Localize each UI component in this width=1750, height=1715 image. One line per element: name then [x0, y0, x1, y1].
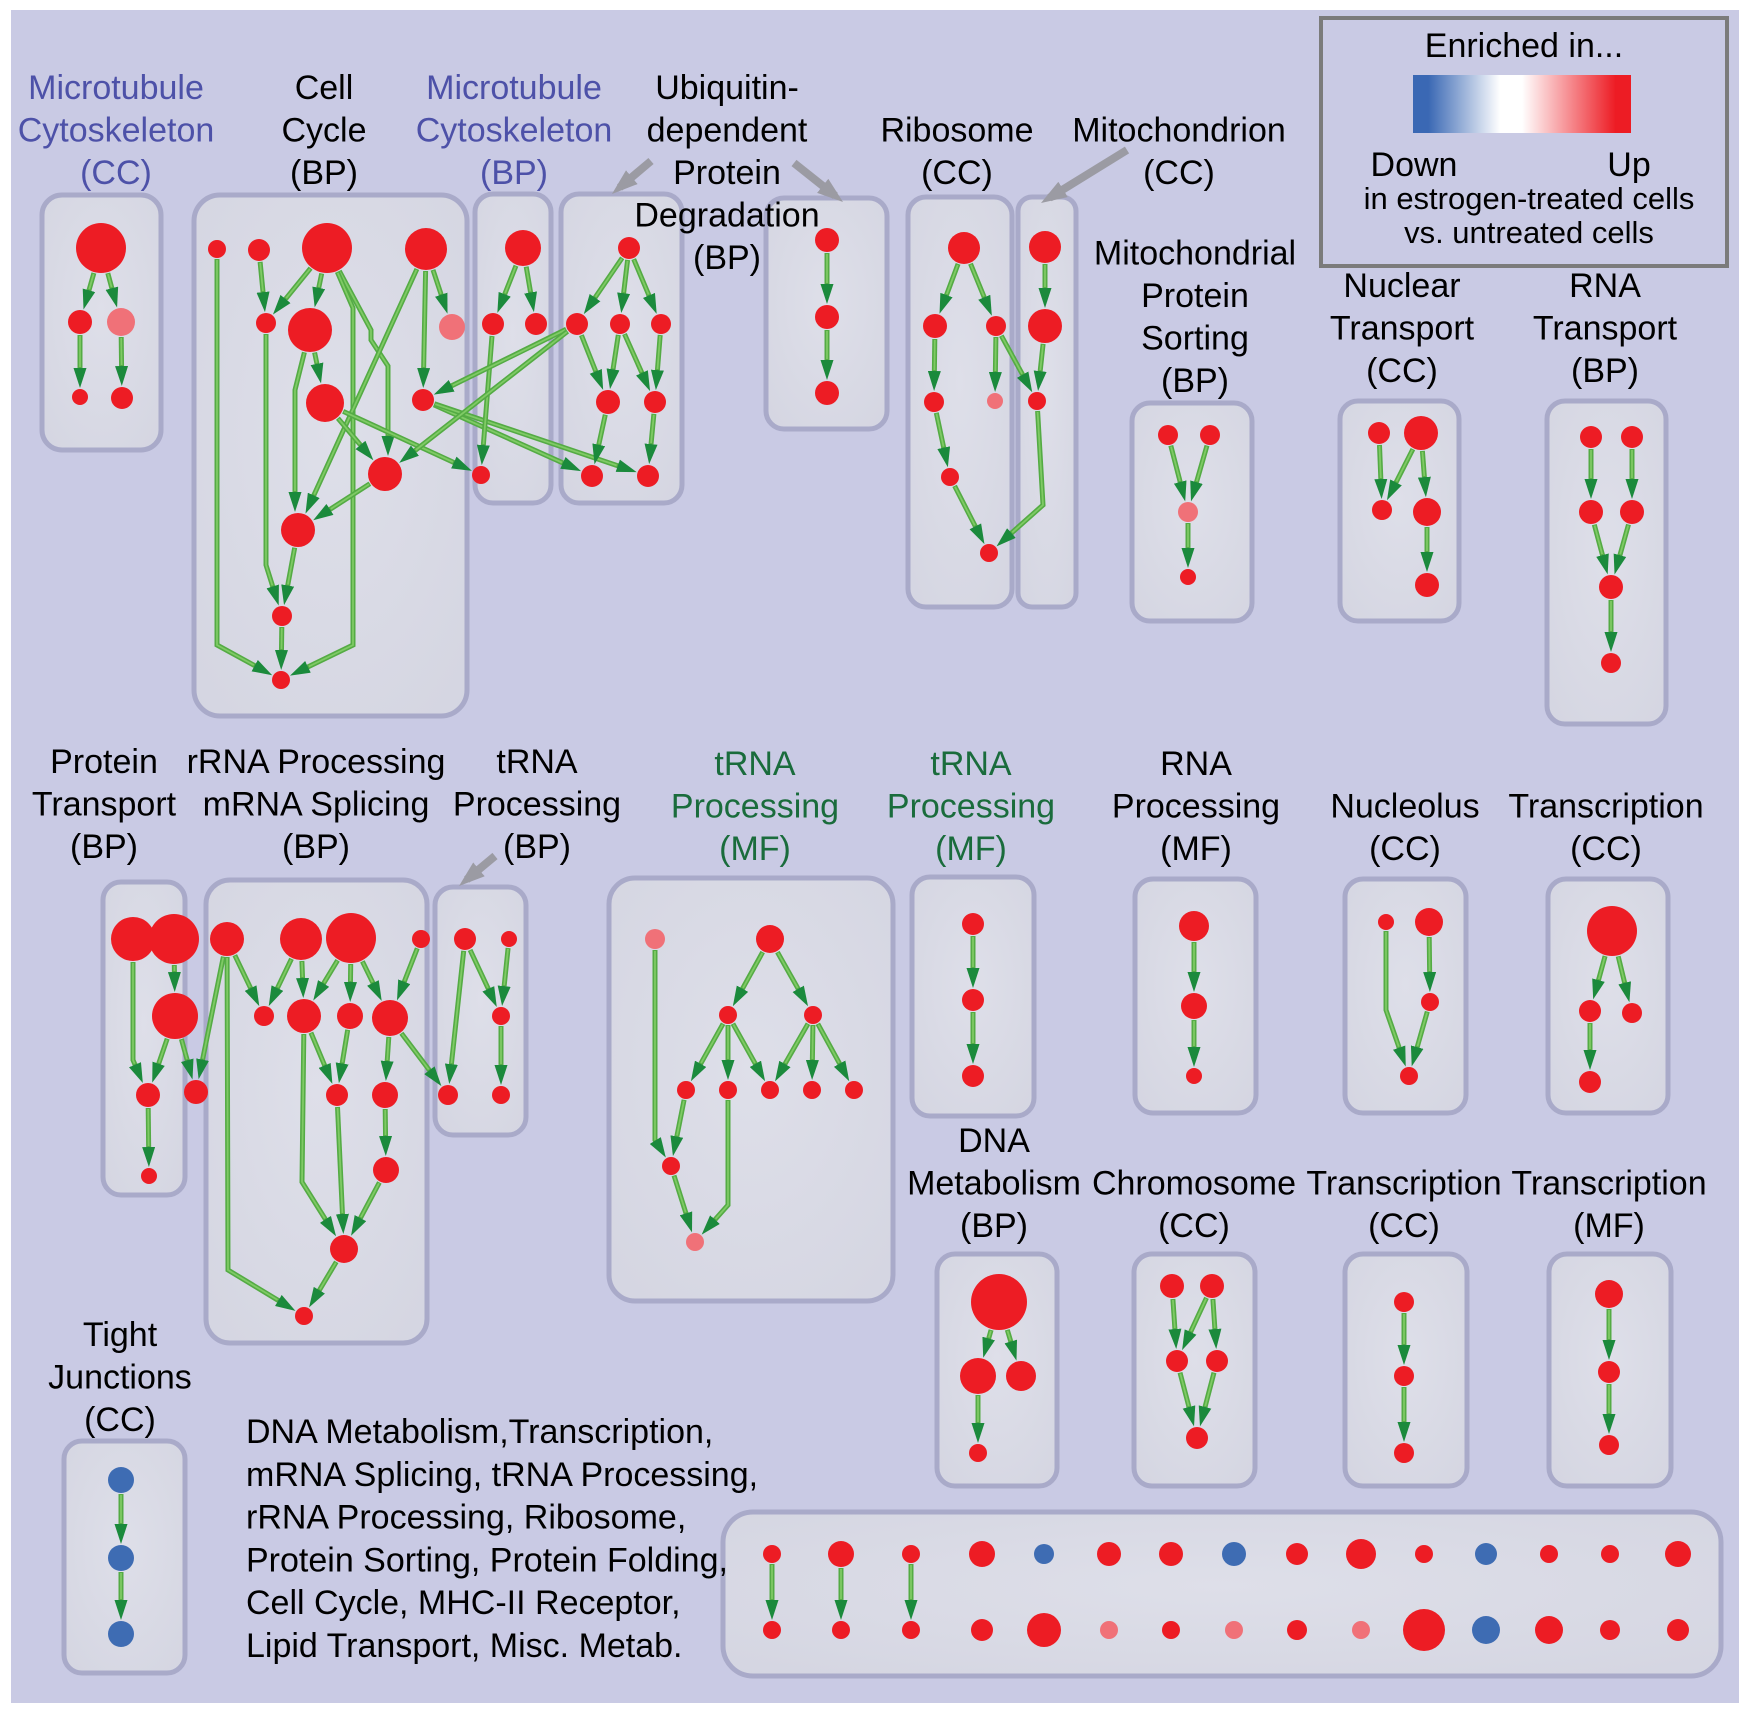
svg-text:RNA: RNA	[1160, 745, 1232, 783]
svg-text:Microtubule: Microtubule	[426, 69, 602, 107]
svg-text:Cell: Cell	[295, 69, 354, 107]
svg-text:(BP): (BP)	[70, 828, 138, 866]
svg-text:DNA Metabolism,Transcription,: DNA Metabolism,Transcription,	[246, 1413, 713, 1451]
svg-text:Transport: Transport	[1533, 310, 1678, 348]
svg-text:Nucleolus: Nucleolus	[1330, 788, 1479, 826]
svg-text:(CC): (CC)	[80, 154, 152, 192]
svg-text:Metabolism: Metabolism	[907, 1165, 1081, 1203]
svg-text:Lipid Transport, Misc. Metab.: Lipid Transport, Misc. Metab.	[246, 1627, 683, 1665]
svg-text:(BP): (BP)	[960, 1207, 1028, 1245]
svg-text:rRNA Processing, Ribosome,: rRNA Processing, Ribosome,	[246, 1499, 686, 1537]
svg-text:(CC): (CC)	[1570, 830, 1642, 868]
svg-text:Protein Sorting, Protein Foldi: Protein Sorting, Protein Folding,	[246, 1541, 728, 1579]
svg-text:(CC): (CC)	[84, 1401, 156, 1439]
svg-text:(MF): (MF)	[935, 830, 1007, 868]
svg-text:Tight: Tight	[83, 1316, 158, 1354]
svg-text:Processing: Processing	[453, 786, 621, 824]
svg-text:Transcription: Transcription	[1508, 788, 1703, 826]
svg-text:Ubiquitin-: Ubiquitin-	[655, 69, 799, 107]
svg-text:Enriched in...: Enriched in...	[1425, 27, 1623, 65]
svg-text:(BP): (BP)	[693, 239, 761, 277]
svg-text:(CC): (CC)	[1158, 1207, 1230, 1245]
svg-text:Microtubule: Microtubule	[28, 69, 204, 107]
svg-text:mRNA Splicing: mRNA Splicing	[203, 786, 430, 824]
svg-text:Mitochondrial: Mitochondrial	[1094, 235, 1296, 273]
svg-text:(MF): (MF)	[1160, 830, 1232, 868]
svg-text:(MF): (MF)	[1573, 1207, 1645, 1245]
svg-text:Protein: Protein	[673, 154, 781, 192]
svg-text:Protein: Protein	[1141, 277, 1249, 315]
svg-text:Degradation: Degradation	[634, 197, 819, 235]
svg-text:tRNA: tRNA	[496, 743, 578, 781]
svg-text:(BP): (BP)	[290, 154, 358, 192]
svg-text:(CC): (CC)	[1143, 154, 1215, 192]
svg-text:in estrogen-treated cells: in estrogen-treated cells	[1364, 181, 1695, 216]
svg-text:Mitochondrion: Mitochondrion	[1072, 112, 1286, 150]
svg-text:Protein: Protein	[50, 743, 158, 781]
svg-text:Chromosome: Chromosome	[1092, 1165, 1296, 1203]
svg-text:Transport: Transport	[32, 786, 177, 824]
svg-text:(BP): (BP)	[480, 154, 548, 192]
svg-text:(CC): (CC)	[1366, 352, 1438, 390]
svg-text:Cytoskeleton: Cytoskeleton	[416, 112, 613, 150]
svg-text:Nuclear: Nuclear	[1343, 267, 1460, 305]
svg-text:(CC): (CC)	[1368, 1207, 1440, 1245]
svg-text:(CC): (CC)	[921, 154, 993, 192]
svg-text:Transcription: Transcription	[1306, 1165, 1501, 1203]
svg-text:Down: Down	[1371, 146, 1458, 184]
svg-text:dependent: dependent	[647, 112, 808, 150]
svg-text:vs. untreated cells: vs. untreated cells	[1404, 215, 1654, 250]
svg-text:RNA: RNA	[1569, 267, 1641, 305]
svg-text:Ribosome: Ribosome	[880, 112, 1033, 150]
svg-text:Transport: Transport	[1330, 310, 1475, 348]
svg-text:(CC): (CC)	[1369, 830, 1441, 868]
svg-text:(BP): (BP)	[1161, 362, 1229, 400]
svg-text:Cytoskeleton: Cytoskeleton	[18, 112, 215, 150]
svg-text:Processing: Processing	[671, 788, 839, 826]
svg-text:tRNA: tRNA	[930, 745, 1012, 783]
svg-text:DNA: DNA	[958, 1122, 1030, 1160]
svg-text:Cell Cycle, MHC-II Receptor,: Cell Cycle, MHC-II Receptor,	[246, 1584, 681, 1622]
svg-text:(BP): (BP)	[1571, 352, 1639, 390]
svg-text:rRNA Processing: rRNA Processing	[187, 743, 446, 781]
svg-text:mRNA Splicing, tRNA Processing: mRNA Splicing, tRNA Processing,	[246, 1456, 758, 1494]
svg-text:Processing: Processing	[887, 788, 1055, 826]
svg-text:Transcription: Transcription	[1511, 1165, 1706, 1203]
svg-text:(BP): (BP)	[503, 828, 571, 866]
svg-text:Up: Up	[1607, 146, 1650, 184]
svg-text:Sorting: Sorting	[1141, 320, 1249, 358]
svg-text:(MF): (MF)	[719, 830, 791, 868]
svg-text:Junctions: Junctions	[48, 1359, 192, 1397]
svg-text:tRNA: tRNA	[714, 745, 796, 783]
svg-text:(BP): (BP)	[282, 828, 350, 866]
svg-text:Cycle: Cycle	[281, 112, 366, 150]
svg-text:Processing: Processing	[1112, 788, 1280, 826]
